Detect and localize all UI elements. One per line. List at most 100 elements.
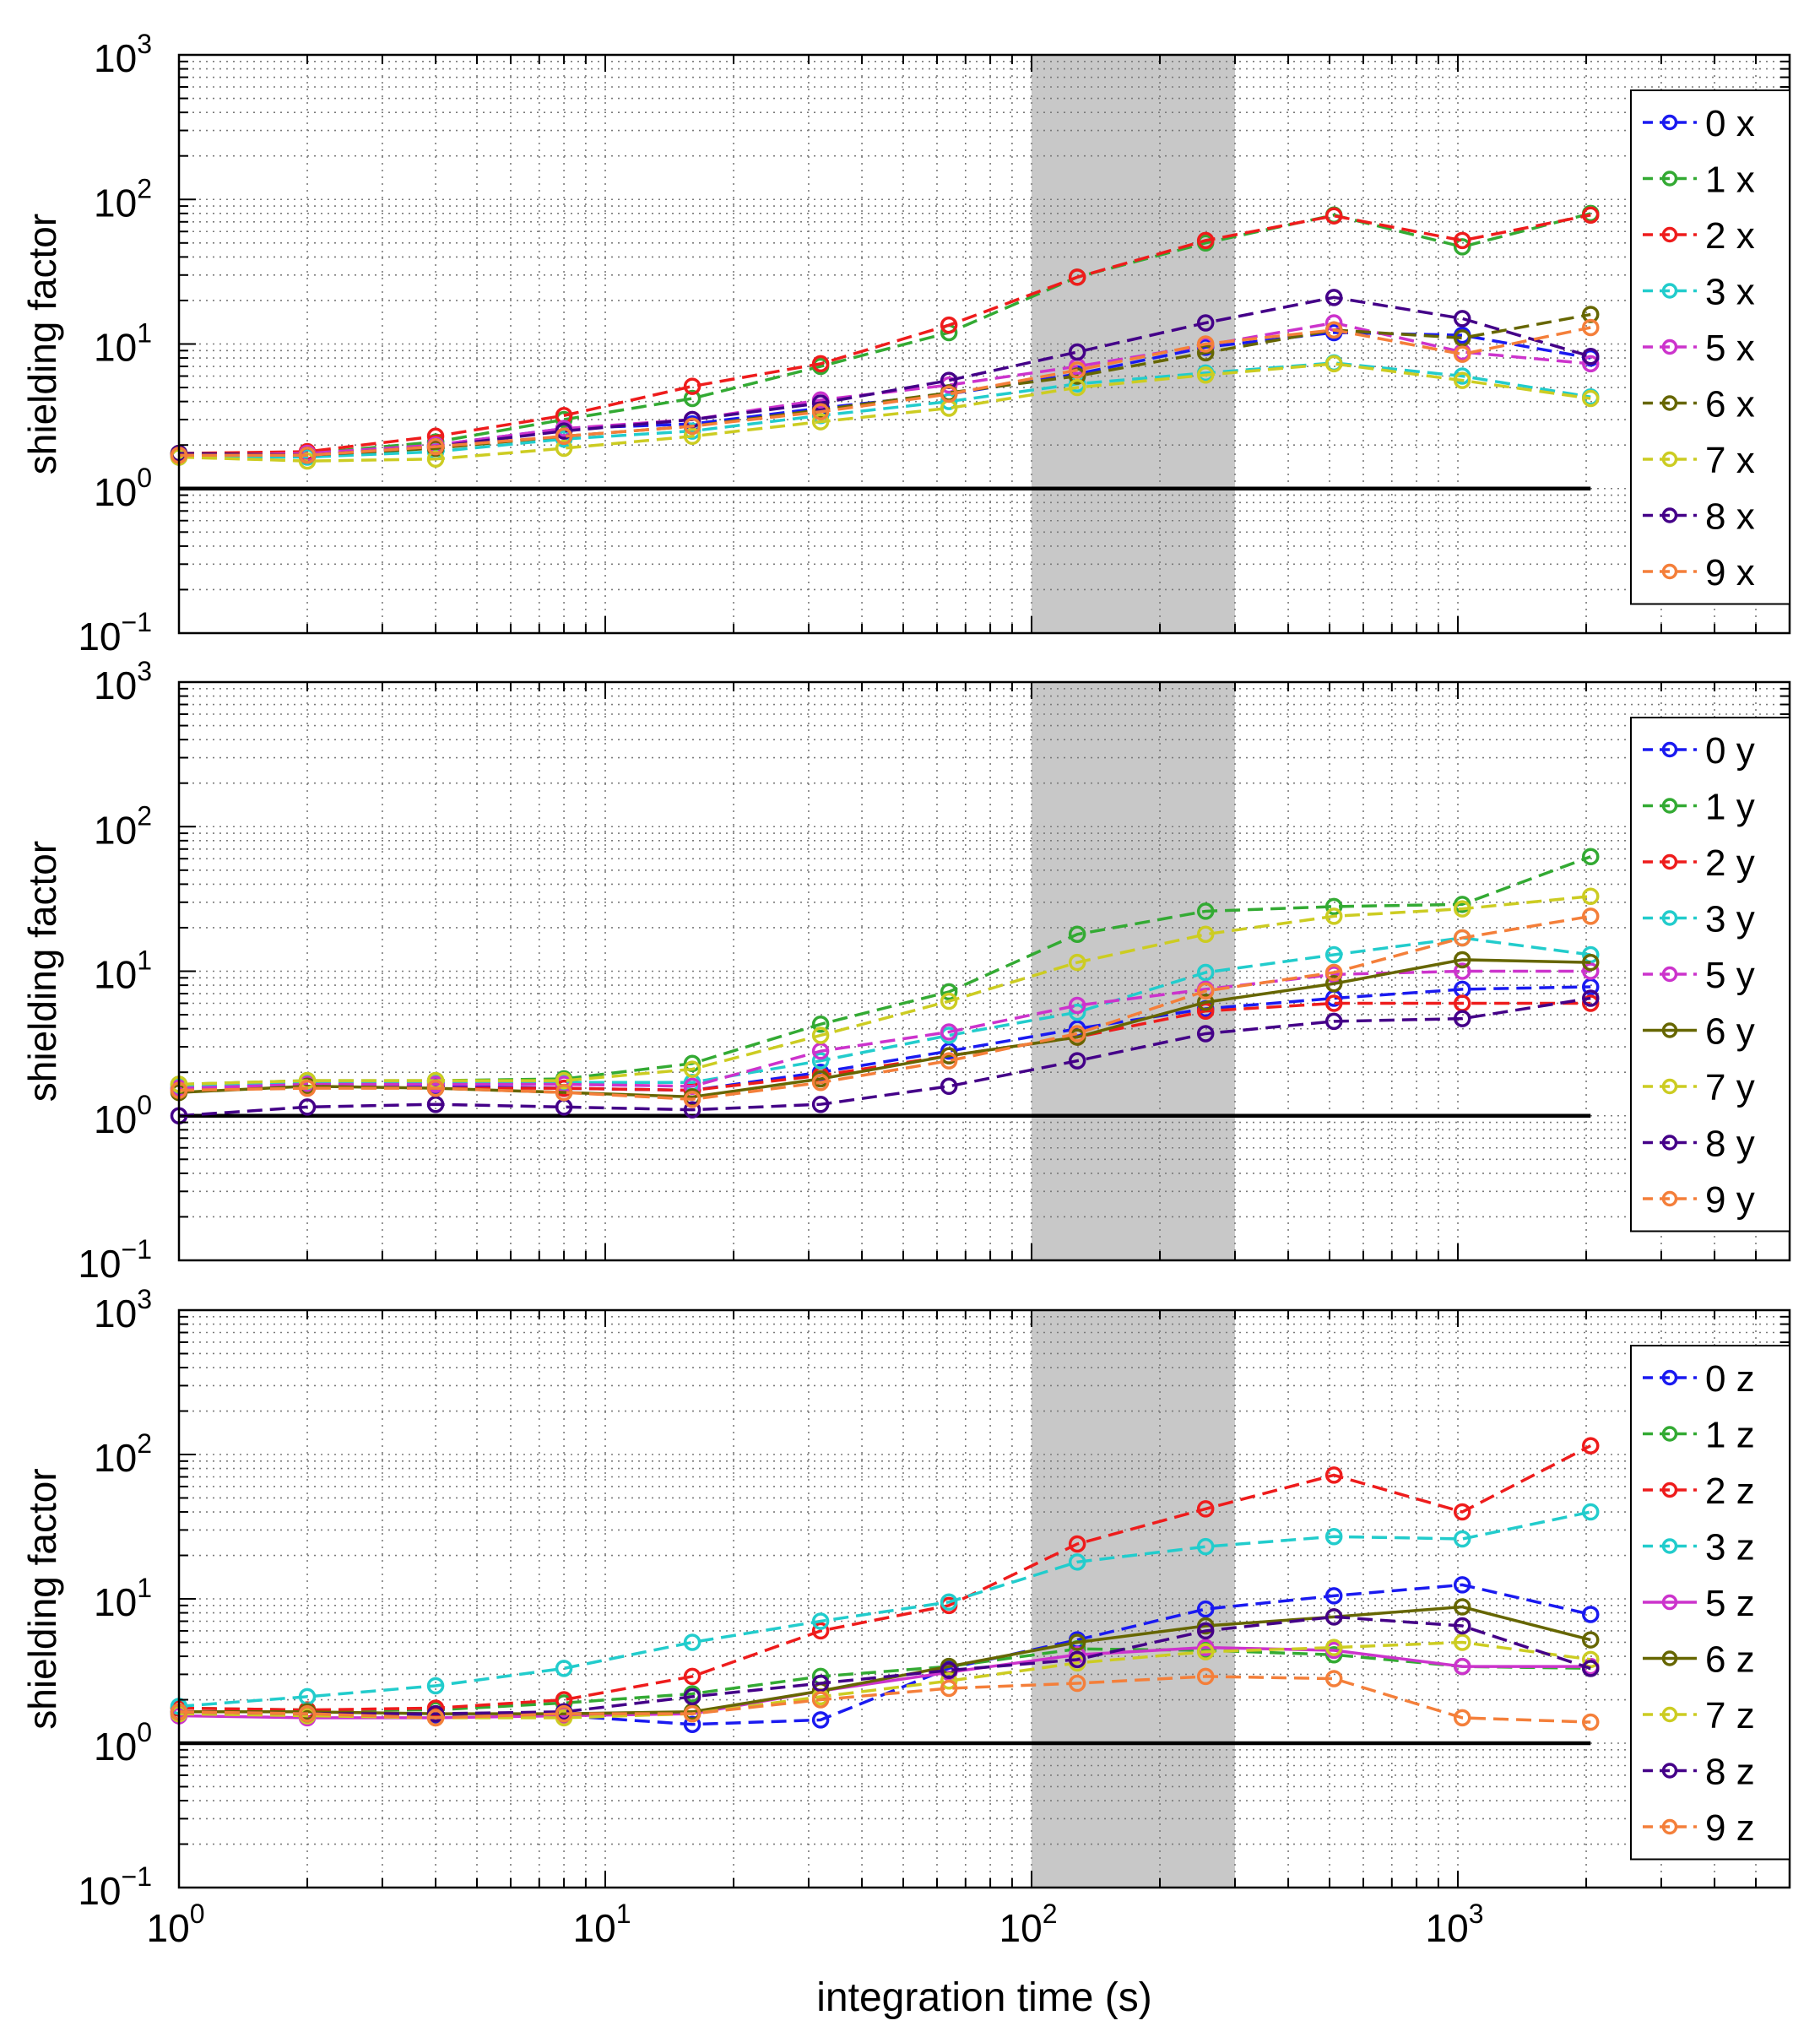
- x-tick-label: 103: [1426, 1899, 1484, 1950]
- series-line: [178, 1510, 1591, 1709]
- series-5-y: [170, 962, 1600, 1097]
- data-point: [1068, 1003, 1086, 1021]
- legend-item: 9 y: [1643, 1179, 1755, 1221]
- data-point: [683, 377, 701, 395]
- series-line: [179, 361, 1591, 459]
- series-5-x: [170, 314, 1600, 464]
- data-point: [1196, 335, 1215, 353]
- legend-label: 9 x: [1705, 552, 1755, 593]
- y-tick-label: 103: [94, 656, 152, 707]
- data-point: [683, 1687, 701, 1706]
- legend-item: 9 z: [1643, 1807, 1755, 1849]
- series-line: [178, 855, 1591, 1086]
- data-point: [1324, 994, 1343, 1012]
- series-line: [179, 1605, 1591, 1715]
- legend-box: [1630, 717, 1790, 1232]
- data-point: [683, 427, 701, 446]
- x-axis-label: integration time (s): [816, 1975, 1151, 2020]
- data-point: [940, 393, 958, 410]
- legend-item: 1 z: [1643, 1415, 1755, 1456]
- data-point: [1324, 975, 1343, 993]
- data-point: [1068, 1633, 1086, 1651]
- legend-label: 7 x: [1705, 440, 1755, 481]
- data-point: [426, 1709, 445, 1727]
- data-point: [1196, 963, 1215, 982]
- data-point: [811, 1095, 830, 1113]
- data-point: [555, 439, 573, 458]
- legend-item: 7 x: [1643, 440, 1755, 481]
- data-point: [940, 1661, 958, 1679]
- data-point: [1068, 1535, 1086, 1553]
- data-point: [940, 385, 958, 404]
- data-point: [683, 389, 701, 408]
- data-point: [940, 1047, 958, 1064]
- legend-marker: [1661, 1594, 1678, 1611]
- legend-item: 6 z: [1643, 1639, 1755, 1681]
- data-point: [1453, 1598, 1471, 1616]
- data-point: [1196, 1002, 1215, 1020]
- data-point: [1068, 996, 1086, 1015]
- legend-marker: [1661, 910, 1678, 926]
- legend-marker: [1661, 1426, 1678, 1442]
- series-line: [178, 362, 1591, 463]
- legend-marker: [1661, 226, 1678, 243]
- series-6-x: [170, 306, 1600, 464]
- data-point: [811, 1711, 830, 1729]
- series-7-x: [170, 355, 1600, 470]
- data-point: [555, 422, 573, 440]
- data-point: [683, 1704, 701, 1723]
- y-tick-label: 10−1: [78, 607, 152, 658]
- shaded-band: [1032, 682, 1235, 1260]
- data-point: [683, 1090, 701, 1108]
- data-point: [683, 1633, 701, 1651]
- data-point: [811, 355, 830, 373]
- legend-item: 8 z: [1643, 1752, 1755, 1793]
- legend-label: 7 y: [1705, 1067, 1755, 1108]
- data-point: [555, 1071, 573, 1090]
- legend-label: 2 z: [1705, 1471, 1755, 1512]
- legend-item: 2 z: [1643, 1471, 1755, 1512]
- data-point: [298, 1704, 317, 1723]
- data-point: [298, 447, 317, 464]
- data-point: [1324, 1608, 1343, 1626]
- legend-marker: [1661, 798, 1678, 814]
- legend-label: 3 y: [1705, 899, 1755, 940]
- legend-item: 3 x: [1643, 272, 1755, 313]
- data-point: [1453, 371, 1471, 389]
- legend-item: 3 z: [1643, 1527, 1755, 1568]
- data-point: [1068, 268, 1086, 286]
- legend-marker: [1661, 563, 1678, 580]
- legend-label: 2 y: [1705, 842, 1755, 884]
- data-point: [1453, 310, 1471, 328]
- legend-label: 5 z: [1705, 1583, 1755, 1624]
- data-point: [940, 1671, 958, 1690]
- data-point: [1068, 343, 1086, 361]
- series-8-x: [170, 289, 1600, 464]
- series-line: [179, 326, 1591, 458]
- data-point: [1196, 1537, 1215, 1556]
- data-point: [1068, 1650, 1086, 1669]
- data-point: [1324, 355, 1343, 373]
- series-line: [179, 212, 1591, 455]
- data-point: [1582, 1606, 1600, 1623]
- data-point: [1453, 1010, 1471, 1027]
- legend-item: 1 x: [1643, 160, 1755, 201]
- data-point: [1453, 1709, 1471, 1727]
- shaded-band: [1032, 1310, 1235, 1888]
- legend-item: 0 x: [1643, 103, 1755, 144]
- data-point: [1453, 345, 1471, 363]
- legend-label: 2 x: [1705, 215, 1755, 257]
- data-point: [1453, 929, 1471, 947]
- x-tick-label: 101: [573, 1899, 631, 1950]
- y-tick-label: 10−1: [78, 1234, 152, 1286]
- x-tick-label: 100: [147, 1899, 205, 1950]
- y-tick-label: 100: [94, 1717, 152, 1769]
- legend-marker: [1661, 1078, 1678, 1095]
- data-point: [555, 1083, 573, 1102]
- data-point: [1324, 945, 1343, 964]
- data-point: [1324, 907, 1343, 925]
- data-point: [1582, 318, 1600, 337]
- legend-item: 6 y: [1643, 1011, 1755, 1053]
- data-point: [811, 1016, 830, 1033]
- data-point: [1068, 1674, 1086, 1693]
